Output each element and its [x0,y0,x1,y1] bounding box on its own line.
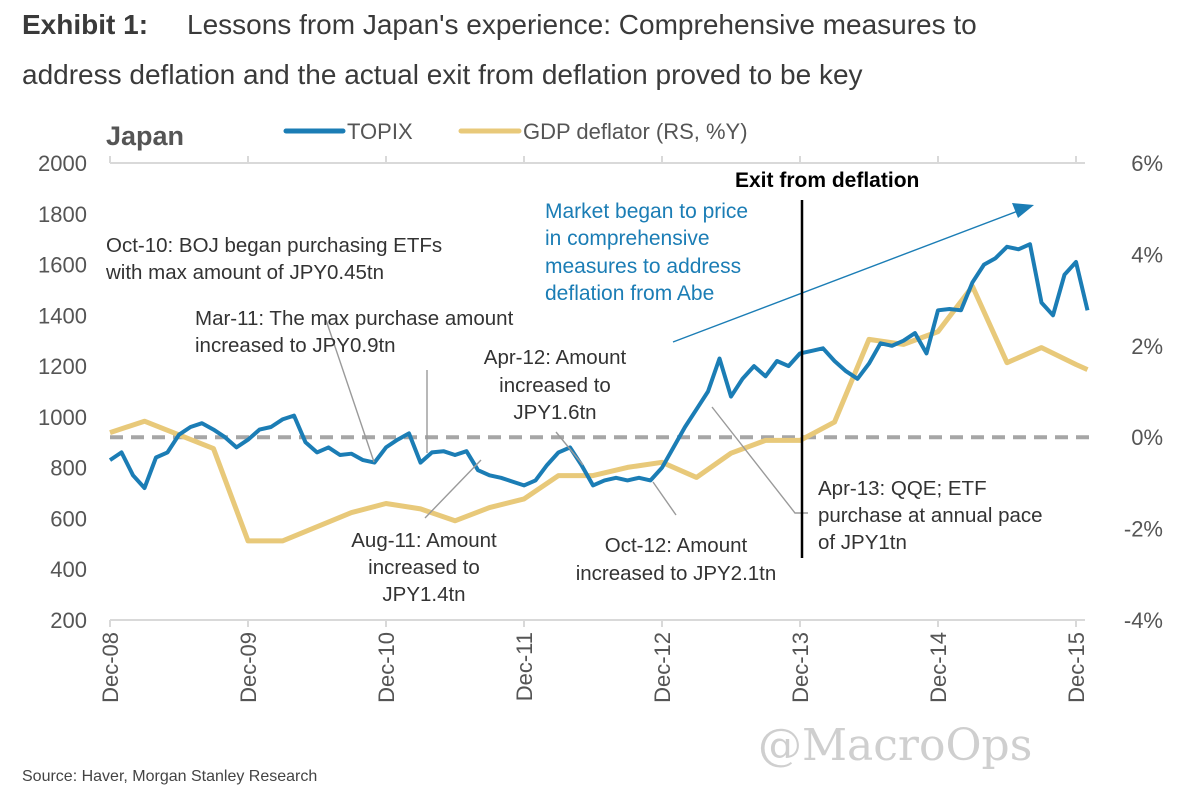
annotation-line: deflation from Abe [545,282,714,305]
annotation-line: increased to [368,556,480,579]
annotation-line: JPY1.6tn [513,401,596,424]
y-left-tick-label: 1200 [38,354,87,379]
exit-from-deflation-label: Exit from deflation [735,169,919,192]
arrow-head-icon [1012,203,1034,218]
x-tick-label: Dec-10 [374,632,399,703]
y-right-tick-label: -4% [1124,608,1163,633]
x-tick-label: Dec-12 [650,632,675,703]
leader-oct12 [652,481,677,516]
series-group [108,242,1090,544]
leader-aug11 [424,459,482,519]
annotation-line: Oct-12: Amount [605,534,748,557]
title-line-2: address deflation and the actual exit fr… [22,59,863,90]
leader-apr13 [711,406,808,514]
annotation-line: in comprehensive [545,227,710,250]
annotation-line: increased to JPY2.1tn [576,562,777,585]
y-right-tick-label: 2% [1131,334,1163,359]
annotation-line: purchase at annual pace [818,504,1043,527]
y-left-tick-label: 2000 [38,151,87,176]
annotation-line: Market began to price [545,200,748,223]
annotation-line: JPY1.4tn [382,583,465,606]
y-right-tick-label: -2% [1124,517,1163,542]
leader-apr12 [555,431,584,466]
annotation-oct10: Oct-10: BOJ began purchasing ETFs with m… [105,234,442,284]
y-left-tick-label: 1600 [38,253,87,278]
annotation-aug11: Aug-11: Amount increased to JPY1.4tn [351,529,497,606]
annotation-line: Oct-10: BOJ began purchasing ETFs [106,234,442,257]
x-tick-label: Dec-11 [512,632,537,701]
axes: Dec-08 Dec-09 Dec-10 Dec-11 Dec-12 Dec-13 Dec-… [38,151,1163,703]
annotation-apr12: Apr-12: Amount increased to JPY1.6tn [484,346,627,424]
annotation-oct12: Oct-12: Amount increased to JPY2.1tn [576,534,777,585]
watermark: @MacroOps [758,720,1032,771]
annotation-apr13: Apr-13: QQE; ETF purchase at annual pace… [818,477,1043,554]
legend-label-gdp-deflator: GDP deflator (RS, %Y) [523,119,748,144]
y-right-tick-label: 4% [1131,242,1163,267]
x-tick-label: Dec-09 [236,632,261,703]
y-right-tick-label: 0% [1131,425,1163,450]
y-left-tick-label: 400 [50,557,87,582]
series-line-topix [108,242,1090,490]
annotation-line: Mar-11: The max purchase amount [195,307,514,330]
annotation-line: Apr-12: Amount [484,346,627,369]
y-right-tick-label: 6% [1131,151,1163,176]
annotation-line: increased to [499,374,611,397]
annotation-line: Aug-11: Amount [351,529,497,552]
annotation-line: Apr-13: QQE; ETF [818,477,987,500]
annotation-market: Market began to price in comprehensive m… [545,200,748,305]
y-left-tick-label: 1400 [38,303,87,328]
panel-label: Japan [106,121,184,151]
y-left-tick-label: 800 [50,456,87,481]
annotation-line: with max amount of JPY0.45tn [105,261,384,284]
annotation-line: increased to JPY0.9tn [195,334,396,357]
trend-arrow-line [672,210,1019,343]
annotation-line: of JPY1tn [818,531,907,554]
annotation-line: measures to address [545,255,741,278]
y-left-tick-label: 200 [50,608,87,633]
legend-label-topix: TOPIX [347,119,413,144]
x-tick-label: Dec-13 [788,632,813,703]
leader-lines [325,319,808,519]
x-tick-label: Dec-15 [1064,632,1089,703]
x-tick-label: Dec-08 [98,632,123,703]
exhibit-label: Exhibit 1: [22,9,148,40]
y-left-tick-label: 1000 [38,405,87,430]
annotation-mar11: Mar-11: The max purchase amount increase… [195,307,514,357]
leader-mar11 [325,319,375,463]
y-left-tick-label: 1800 [38,202,87,227]
source-note: Source: Haver, Morgan Stanley Research [22,768,317,785]
x-tick-label: Dec-14 [926,632,951,703]
y-left-tick-label: 600 [50,506,87,531]
title-line-1: Lessons from Japan's experience: Compreh… [187,9,977,40]
